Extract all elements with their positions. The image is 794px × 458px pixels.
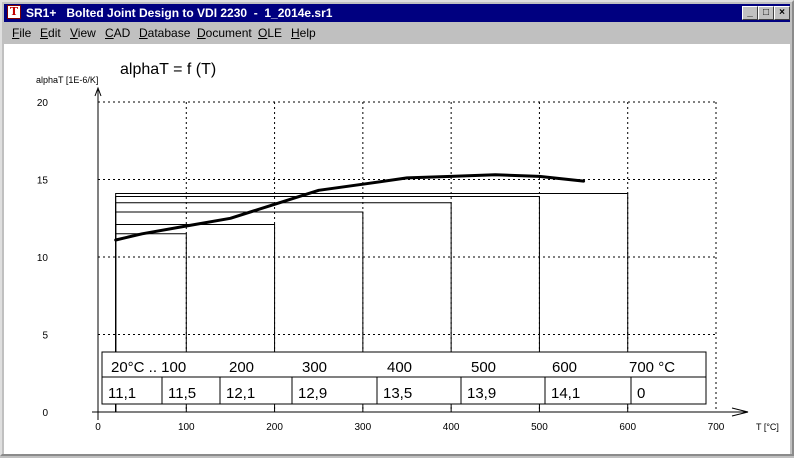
minimize-icon[interactable]: _ (742, 6, 758, 20)
y-tick-label: 5 (42, 331, 48, 342)
menu-cad[interactable]: CAD (105, 26, 131, 40)
y-tick-label: 15 (37, 176, 49, 187)
x-tick-label: 400 (443, 422, 460, 433)
table-value-cell: 13,9 (467, 385, 496, 402)
table-header-cell: 300 (302, 359, 327, 376)
menu-ole[interactable]: OLE (258, 26, 283, 40)
table-value-cell: 11,1 (108, 385, 136, 402)
menu-bar: File Edit View CAD Database Document OLE… (4, 23, 790, 43)
menu-view[interactable]: View (70, 26, 96, 40)
x-tick-label: 600 (619, 422, 636, 433)
maximize-icon[interactable]: □ (758, 6, 774, 20)
x-tick-label: 0 (95, 422, 101, 433)
y-tick-label: 0 (42, 408, 48, 419)
table-header-cell: 200 (229, 359, 254, 376)
table-value-cell: 12,1 (226, 385, 255, 402)
table-value-cell: 12,9 (298, 385, 327, 402)
table-value-cell: 14,1 (551, 385, 580, 402)
table-header-cell: 700 °C (629, 359, 675, 376)
table-value-cell: 0 (637, 385, 645, 402)
table-header-cell: 500 (471, 359, 496, 376)
y-tick-label: 10 (37, 253, 49, 264)
y-axis-arrow (94, 86, 102, 97)
menu-database[interactable]: Database (139, 26, 191, 40)
menu-document[interactable]: Document (197, 26, 252, 40)
value-table (101, 351, 707, 405)
title-bar[interactable]: T SR1+ Bolted Joint Design to VDI 2230 -… (4, 4, 790, 22)
y-axis-label: alphaT [1E-6/K] (36, 75, 98, 85)
table-header-cell: 600 (552, 359, 577, 376)
table-header-cell: 400 (387, 359, 412, 376)
x-tick-label: 700 (708, 422, 725, 433)
table-value-cell: 13,5 (383, 385, 412, 402)
chart-title: alphaT = f (T) (120, 61, 216, 78)
menu-help[interactable]: Help (291, 26, 316, 40)
x-tick-label: 200 (266, 422, 283, 433)
alphaT-chart: alphaT = f (T) alphaT [1E-6/K] T [°C] 0 5 10 1… (36, 61, 779, 433)
chart-canvas: alphaT = f (T) alphaT [1E-6/K] T [°C] 0 5 10 1… (4, 44, 790, 454)
window-title: SR1+ Bolted Joint Design to VDI 2230 - 1… (26, 6, 333, 20)
app-icon[interactable]: T (7, 5, 21, 19)
table-value-cell: 11,5 (168, 385, 196, 402)
x-tick-label: 300 (355, 422, 372, 433)
y-tick-label: 20 (37, 98, 49, 109)
x-tick-label: 500 (531, 422, 548, 433)
x-tick-label: 100 (178, 422, 195, 433)
menu-file[interactable]: File (12, 26, 32, 40)
alphaT-curve (114, 173, 586, 242)
x-axis-arrow (731, 407, 749, 417)
x-axis-label: T [°C] (756, 422, 779, 432)
menu-edit[interactable]: Edit (40, 26, 61, 40)
table-header-cell: 20°C .. 100 (111, 359, 186, 376)
close-icon[interactable]: × (774, 6, 790, 20)
step-bar (115, 192, 629, 412)
